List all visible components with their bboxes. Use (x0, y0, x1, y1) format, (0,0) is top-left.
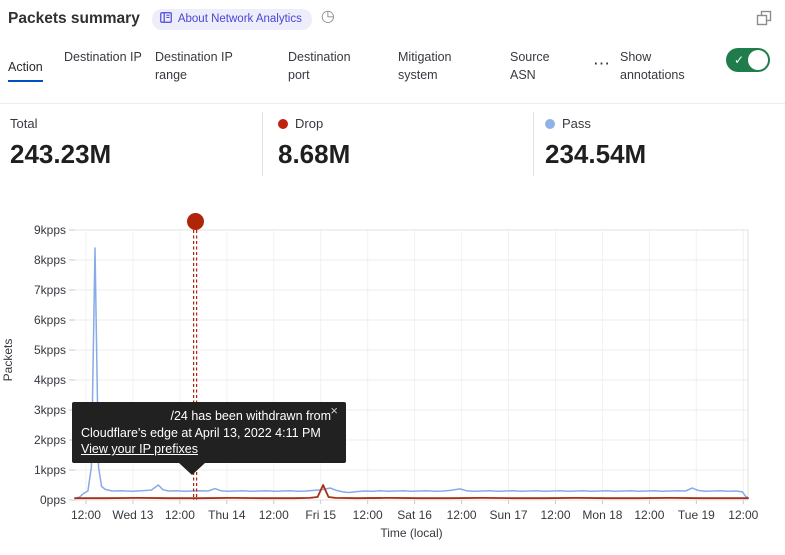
y-tick-label: 8kpps (33, 253, 66, 267)
close-icon[interactable]: × (330, 403, 338, 418)
tab-mitigation-system[interactable]: Mitigation system (398, 50, 452, 82)
stat-divider (533, 112, 534, 176)
tab-action[interactable]: Action (8, 58, 43, 82)
x-tick-label: 12:00 (164, 508, 195, 522)
x-tick-label: 12:00 (540, 508, 571, 522)
tooltip-text-line2: Cloudflare's edge at April 13, 2022 4:11… (81, 425, 321, 440)
tab-source-asn[interactable]: Source ASN (510, 50, 550, 82)
y-tick-label: 5kpps (33, 343, 66, 357)
more-tabs-icon[interactable]: ⋯ (593, 54, 611, 73)
drop-line (74, 484, 749, 500)
x-tick-label: 12:00 (728, 508, 759, 522)
x-tick-label: 12:00 (70, 508, 101, 522)
stat-divider (262, 112, 263, 176)
x-tick-label: 12:00 (446, 508, 477, 522)
x-tick-label: Tue 19 (677, 508, 715, 522)
stat-pass-value: 234.54M (545, 139, 647, 169)
show-annotations-toggle[interactable]: ✓ (726, 48, 770, 72)
x-tick-label: Wed 13 (112, 508, 154, 522)
y-tick-label: 3kpps (33, 403, 66, 417)
y-tick-label: 4kpps (33, 373, 66, 387)
tooltip-text-line1: /24 has been withdrawn from (170, 409, 331, 423)
y-tick-label: 6kpps (33, 313, 66, 327)
drop-legend-dot (278, 119, 288, 129)
packets-line-chart: Packets Time (local) × /24 has been with… (0, 199, 785, 555)
x-tick-label: 12:00 (352, 508, 383, 522)
time-range-clock-icon[interactable]: ◷ (320, 8, 335, 25)
check-icon: ✓ (734, 53, 745, 67)
book-icon (159, 12, 172, 27)
x-tick-label: 12:00 (258, 508, 289, 522)
stat-total-value: 243.23M (10, 139, 112, 169)
stat-pass-label: Pass (562, 116, 591, 131)
about-network-analytics-badge[interactable]: About Network Analytics (151, 9, 312, 30)
stat-drop-label: Drop (295, 116, 324, 131)
x-tick-label: Thu 14 (208, 508, 246, 522)
summary-stats: Total 243.23M Drop 8.68M Pass 234.54M (0, 103, 785, 200)
x-tick-label: 12:00 (634, 508, 665, 522)
x-tick-label: Sun 17 (489, 508, 528, 522)
stat-pass: Pass 234.54M (545, 116, 646, 169)
x-tick-label: Fri 15 (305, 508, 337, 522)
x-tick-label: Mon 18 (582, 508, 623, 522)
y-tick-label: 7kpps (33, 283, 66, 297)
stat-total: Total 243.23M (10, 116, 111, 169)
y-tick-label: 1kpps (33, 463, 66, 477)
annotation-marker-dot[interactable] (186, 213, 204, 230)
expand-restore-icon[interactable] (756, 10, 773, 32)
stat-total-label: Total (10, 116, 38, 131)
y-tick-label: 0pps (39, 493, 66, 507)
panel-header: Packets summary About Network Analytics … (0, 0, 785, 42)
show-annotations-label: Show annotations (620, 50, 685, 82)
toggle-knob (748, 50, 768, 70)
pass-legend-dot (545, 119, 555, 129)
tab-destination-port[interactable]: Destination port (288, 50, 351, 82)
page-title: Packets summary (8, 10, 140, 27)
stat-drop-value: 8.68M (278, 139, 351, 169)
tab-destination-ip-range[interactable]: Destination IP range (155, 50, 233, 82)
tab-destination-ip[interactable]: Destination IP (64, 50, 142, 64)
about-badge-label: About Network Analytics (177, 13, 302, 25)
dimension-tabs: Action Destination IP Destination IP ran… (0, 44, 785, 103)
stat-drop: Drop 8.68M (278, 116, 350, 169)
annotation-tooltip: × /24 has been withdrawn from Cloudflare… (72, 402, 346, 474)
x-axis-title: Time (local) (380, 526, 443, 540)
x-tick-label: Sat 16 (397, 508, 432, 522)
view-ip-prefixes-link[interactable]: View your IP prefixes (81, 442, 198, 456)
y-tick-label: 9kpps (33, 223, 66, 237)
y-tick-label: 2kpps (33, 433, 66, 447)
pass-line (74, 247, 749, 500)
